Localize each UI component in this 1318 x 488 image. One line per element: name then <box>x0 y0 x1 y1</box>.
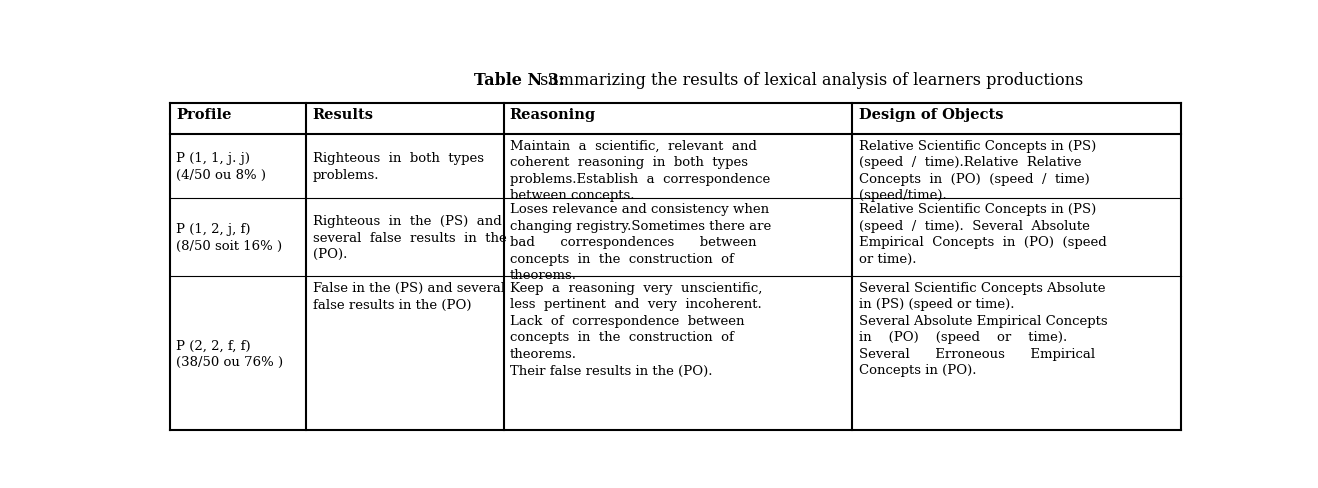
Text: Keep  a  reasoning  very  unscientific,
less  pertinent  and  very  incoherent.
: Keep a reasoning very unscientific, less… <box>510 282 762 377</box>
Text: P (1, 2, j, f)
(8/50 soit 16% ): P (1, 2, j, f) (8/50 soit 16% ) <box>177 223 282 252</box>
Text: Profile: Profile <box>177 108 232 122</box>
Text: Maintain  a  scientific,  relevant  and
coherent  reasoning  in  both  types
pro: Maintain a scientific, relevant and cohe… <box>510 139 770 202</box>
Text: Righteous  in  both  types
problems.: Righteous in both types problems. <box>312 152 484 182</box>
Text: False in the (PS) and several
false results in the (PO): False in the (PS) and several false resu… <box>312 282 505 311</box>
Text: P (2, 2, f, f)
(38/50 ou 76% ): P (2, 2, f, f) (38/50 ou 76% ) <box>177 339 283 368</box>
Text: Several Scientific Concepts Absolute
in (PS) (speed or time).
Several Absolute E: Several Scientific Concepts Absolute in … <box>858 282 1107 377</box>
Text: Reasoning: Reasoning <box>510 108 596 122</box>
Text: Righteous  in  the  (PS)  and
several  false  results  in  the
(PO).: Righteous in the (PS) and several false … <box>312 215 506 261</box>
Text: summarizing the results of lexical analysis of learners productions: summarizing the results of lexical analy… <box>535 72 1083 89</box>
Text: Results: Results <box>312 108 373 122</box>
Text: Relative Scientific Concepts in (PS)
(speed  /  time).Relative  Relative
Concept: Relative Scientific Concepts in (PS) (sp… <box>858 139 1095 202</box>
Text: Relative Scientific Concepts in (PS)
(speed  /  time).  Several  Absolute
Empiri: Relative Scientific Concepts in (PS) (sp… <box>858 203 1106 265</box>
Text: Loses relevance and consistency when
changing registry.Sometimes there are
bad  : Loses relevance and consistency when cha… <box>510 203 771 282</box>
Text: Design of Objects: Design of Objects <box>858 108 1003 122</box>
Text: P (1, 1, j. j)
(4/50 ou 8% ): P (1, 1, j. j) (4/50 ou 8% ) <box>177 152 266 182</box>
Text: Table N 3:: Table N 3: <box>473 72 564 89</box>
